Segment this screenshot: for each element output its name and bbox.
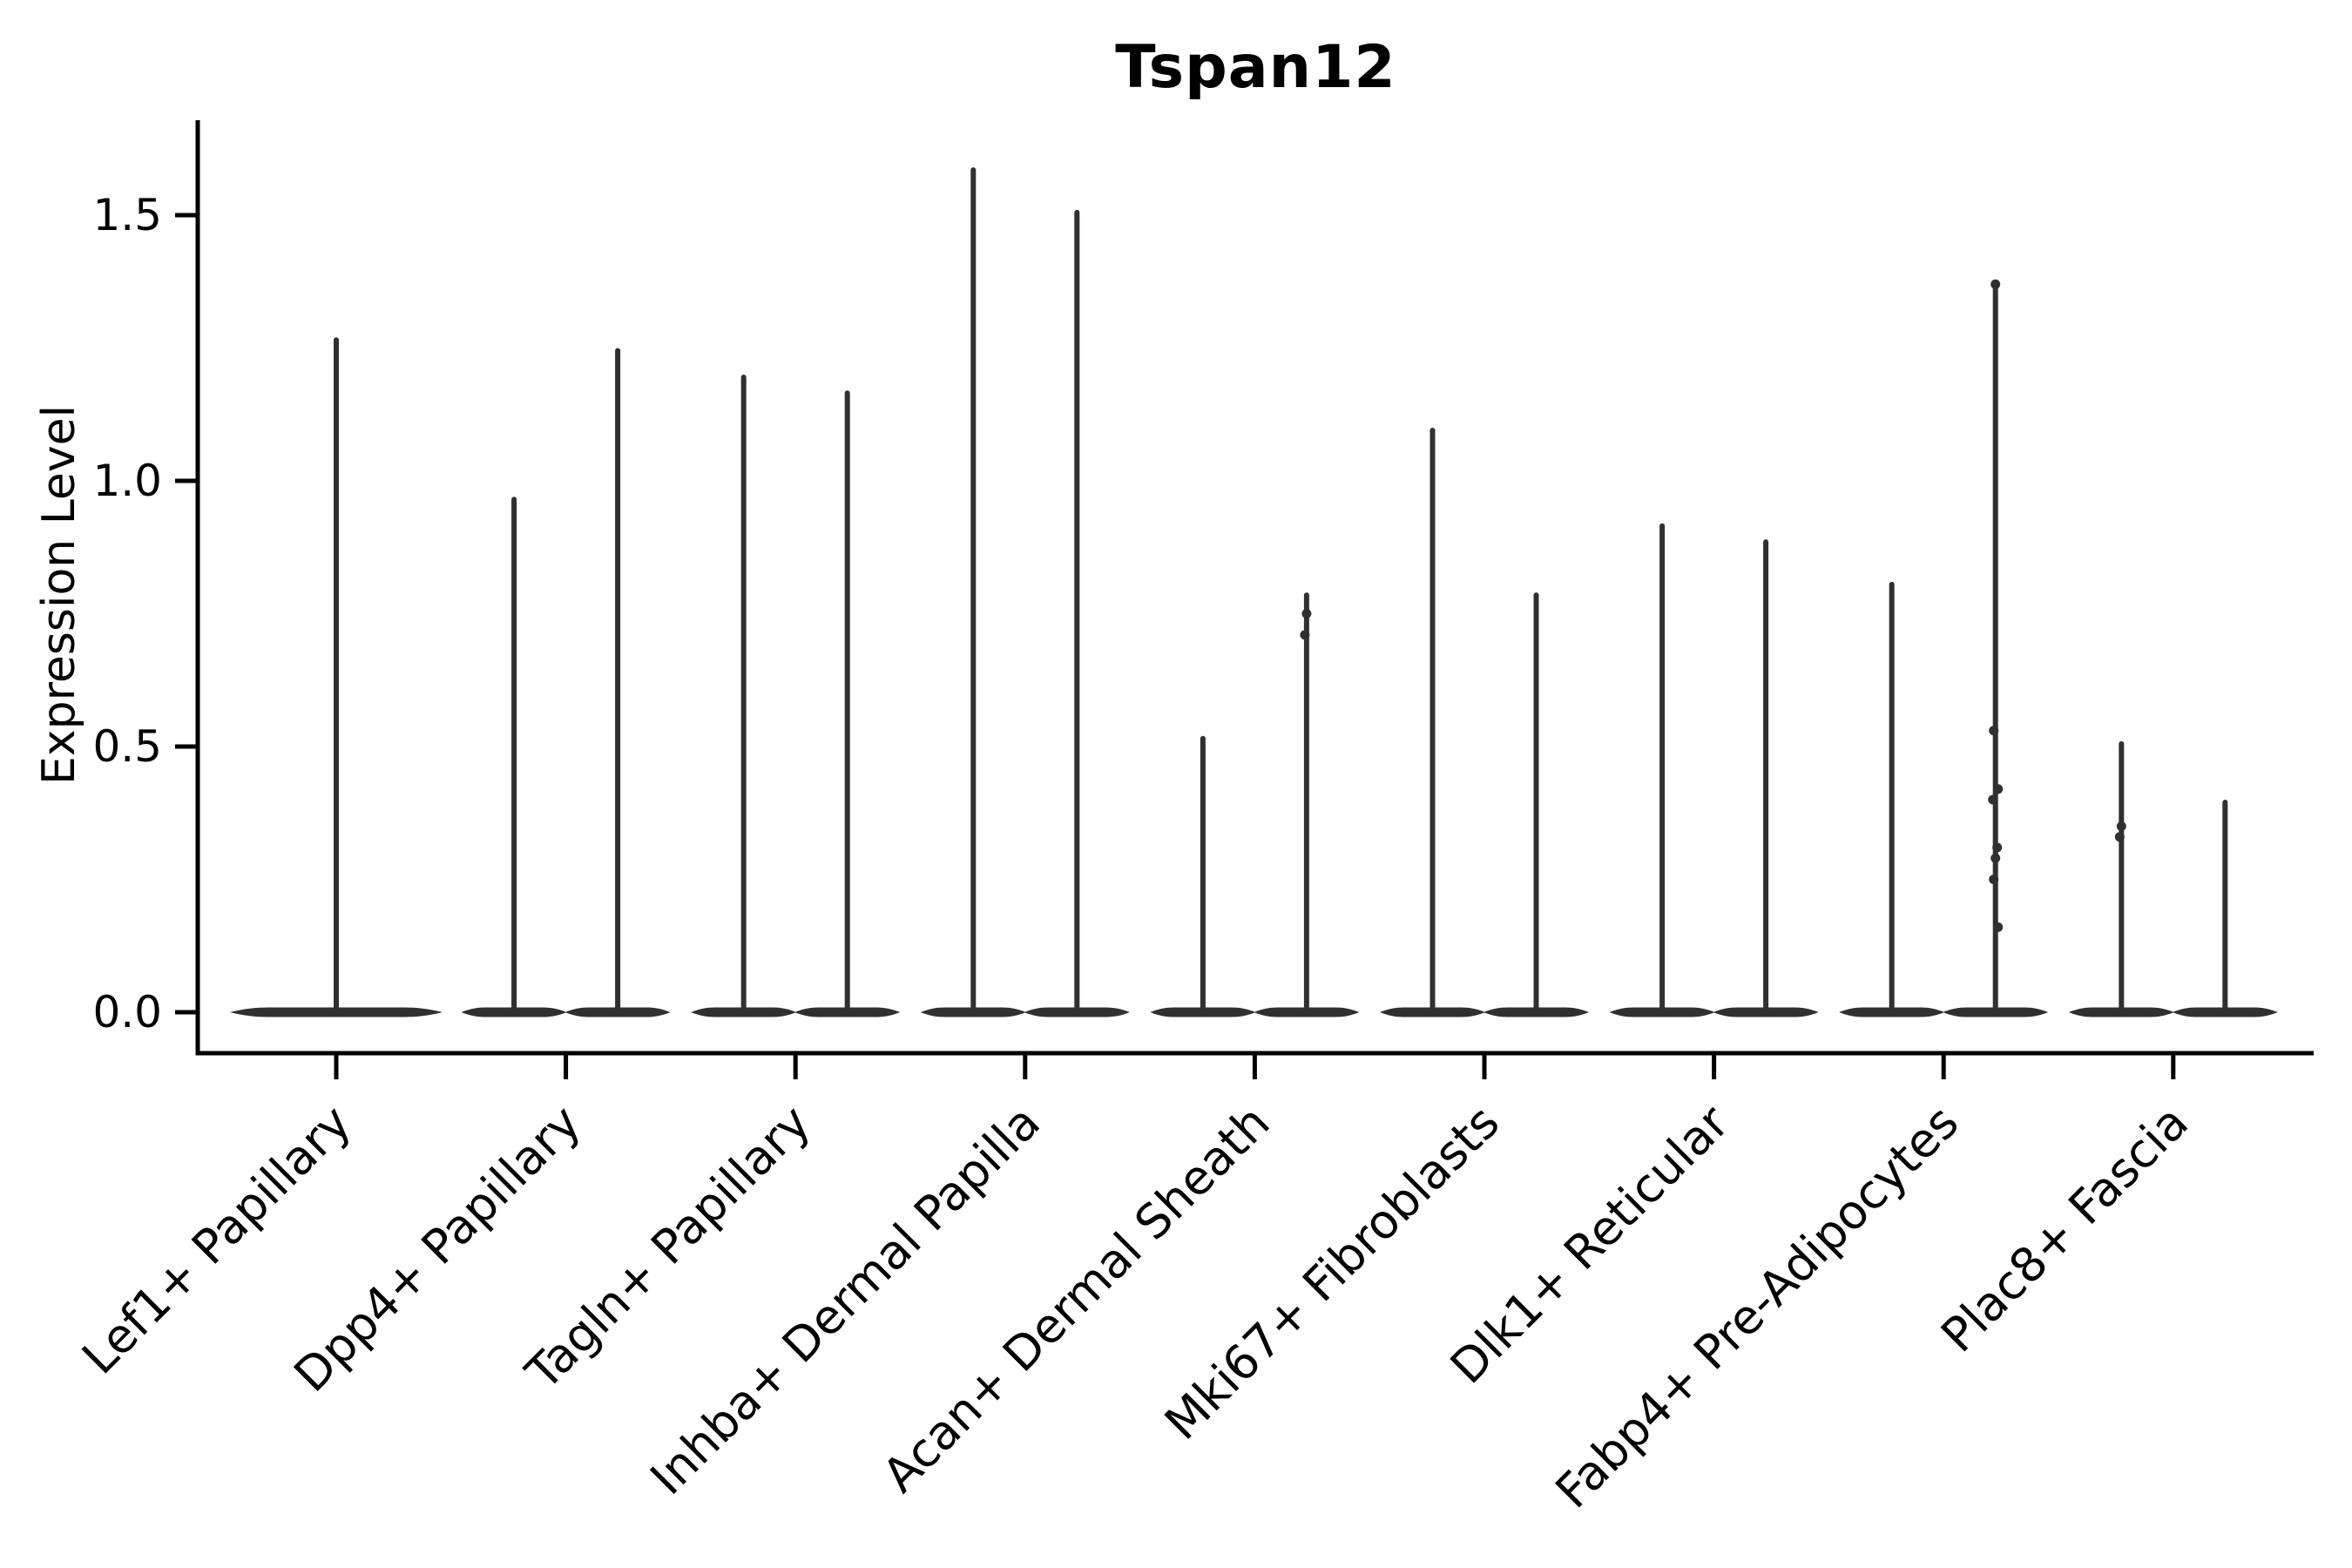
y-tick-label-1.0: 1.0 [92,456,162,506]
violin-spike-7-1 [1659,523,1666,1015]
jitter-point [1993,784,2004,794]
violin-spike-4-2 [1074,209,1080,1015]
violin-spike-8-1 [1889,581,1895,1015]
jitter-point [1988,794,1998,805]
jitter-point [1992,842,2003,853]
violin-spike-3-1 [740,375,747,1015]
jitter-point [1300,630,1310,640]
jitter-point [2116,821,2126,831]
jitter-point [1301,609,1312,618]
jitter-point [1990,279,2001,289]
violin-spike-1-1 [334,337,339,1015]
violin-spike-5-2 [1303,592,1309,1015]
violin-spike-9-2 [2222,800,2228,1015]
jitter-point [1993,922,2004,932]
x-tick-label-4: Inhba+ Dermal Papilla [640,1095,1051,1505]
violin-spike-3-2 [844,390,850,1015]
jitter-point [1990,853,2001,863]
violin-spike-2-1 [511,497,517,1015]
violin-spike-7-2 [1763,539,1769,1015]
x-tick-label-8: Fabp4+ Pre-Adipocytes [1545,1095,1970,1519]
y-tick-label-0.0: 0.0 [92,987,162,1037]
y-tick-label-1.5: 1.5 [92,190,162,240]
x-tick-label-9: Plac8+ Fascia [1930,1095,2199,1363]
jitter-point [1989,875,1999,884]
y-tick-label-0.5: 0.5 [92,721,162,772]
x-tick-label-5: Acan+ Dermal Sheath [872,1095,1280,1503]
violin-spike-5-1 [1200,735,1206,1015]
jitter-point [2114,832,2125,842]
page-title: Tspan12 [1115,33,1396,102]
jitter-point [1989,726,1999,736]
violin-spike-8-2 [1992,284,1998,1015]
violin-spike-6-2 [1533,592,1539,1015]
violin-spike-6-1 [1429,428,1436,1015]
violin-spike-9-1 [2119,740,2125,1015]
violin-spike-4-1 [970,167,977,1016]
violin-spike-2-2 [615,348,621,1015]
